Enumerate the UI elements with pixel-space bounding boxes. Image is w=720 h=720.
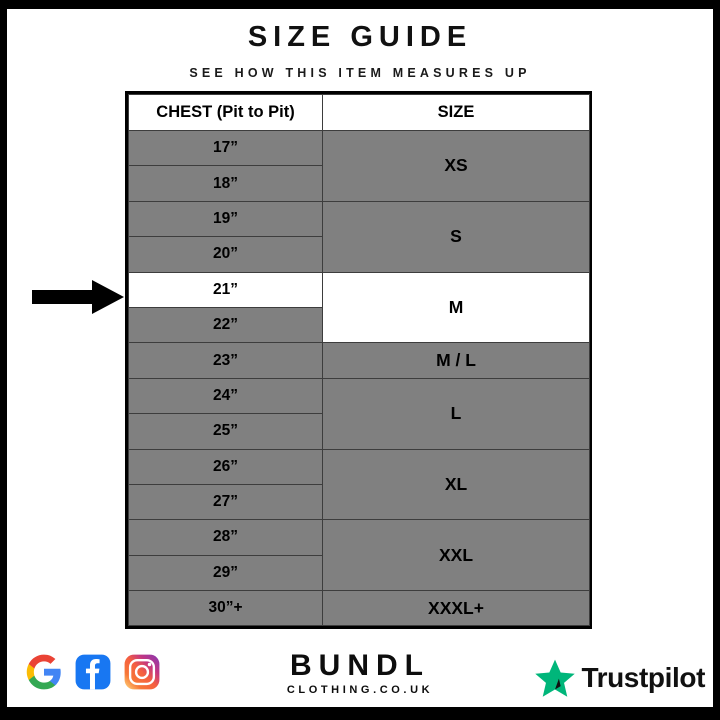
measurement-cell: 20”	[128, 236, 323, 273]
header-block: SIZE GUIDE SEE HOW THIS ITEM MEASURES UP	[7, 9, 713, 80]
column-header-size: SIZE	[322, 94, 590, 131]
instagram-icon[interactable]	[123, 653, 161, 691]
measurement-cell: 28”	[128, 519, 323, 556]
measurement-cell: 25”	[128, 413, 323, 450]
table-row: 22”	[128, 306, 590, 344]
right-arrow-icon	[32, 280, 124, 314]
google-icon[interactable]	[25, 653, 63, 691]
footer: BUNDL CLOTHING.CO.UK Trustpilot	[7, 645, 713, 707]
table-row: 25”	[128, 413, 590, 450]
table-row: 26” XL	[128, 448, 590, 521]
measurement-cell: 17”	[128, 129, 323, 167]
size-cell: L	[322, 377, 590, 450]
size-cell: XS	[322, 130, 590, 202]
brand-name: BUNDL	[290, 649, 430, 682]
table-body: 17” XS 18” 19” S 20” 21” M 22” 23” M / L 24” L 25” 26”…	[128, 129, 590, 627]
size-guide-card: SIZE GUIDE SEE HOW THIS ITEM MEASURES UP…	[7, 9, 713, 707]
measurement-cell: 24”	[128, 377, 323, 415]
measurement-cell: 27”	[128, 483, 323, 521]
measurement-cell: 26”	[128, 448, 323, 485]
size-cell: XXL	[322, 519, 590, 592]
table-row: 19” S	[128, 200, 590, 273]
brand-domain: CLOTHING.CO.UK	[286, 683, 434, 696]
measurement-cell: 22”	[128, 306, 323, 344]
table-row: 20”	[128, 236, 590, 273]
trustpilot-name: Trustpilot	[581, 662, 705, 693]
trustpilot-logo[interactable]: Trustpilot	[534, 657, 705, 699]
table-row: 21” M	[128, 271, 590, 344]
table-row: 24” L	[128, 377, 590, 450]
measurement-cell: 23”	[128, 342, 323, 379]
measurement-cell: 18”	[128, 165, 323, 202]
size-cell: S	[322, 200, 590, 273]
page-subtitle: SEE HOW THIS ITEM MEASURES UP	[189, 66, 531, 80]
size-cell: XXXL+	[322, 590, 590, 627]
page-title: SIZE GUIDE	[247, 21, 473, 53]
table-row: 17” XS	[128, 129, 590, 202]
table-row: 23” M / L	[128, 342, 590, 379]
trustpilot-star-icon	[535, 659, 576, 697]
brand-logo: BUNDL CLOTHING.CO.UK	[7, 650, 713, 696]
facebook-icon[interactable]	[74, 653, 112, 691]
table-row: 27”	[128, 483, 590, 521]
size-cell: M	[322, 271, 590, 344]
size-table: CHEST (Pit to Pit) SIZE 17” XS 18” 19” S 20” 2…	[128, 94, 590, 627]
column-header-chest: CHEST (Pit to Pit)	[128, 94, 323, 131]
table-header-row: CHEST (Pit to Pit) SIZE	[128, 94, 590, 131]
measurement-cell: 30”+	[128, 590, 323, 627]
measurement-cell: 21”	[128, 271, 323, 308]
size-table-container: CHEST (Pit to Pit) SIZE 17” XS 18” 19” S 20” 2…	[125, 91, 592, 630]
measurement-cell: 19”	[128, 200, 323, 238]
size-cell: XL	[322, 448, 590, 521]
measurement-cell: 29”	[128, 554, 323, 592]
size-cell: M / L	[322, 342, 590, 379]
table-row: 18”	[128, 165, 590, 202]
table-row: 28” XXL	[128, 519, 590, 592]
social-links	[25, 653, 161, 691]
table-row: 30”+ XXXL+	[128, 590, 590, 627]
table-header: CHEST (Pit to Pit) SIZE	[128, 94, 590, 131]
table-row: 29”	[128, 554, 590, 592]
